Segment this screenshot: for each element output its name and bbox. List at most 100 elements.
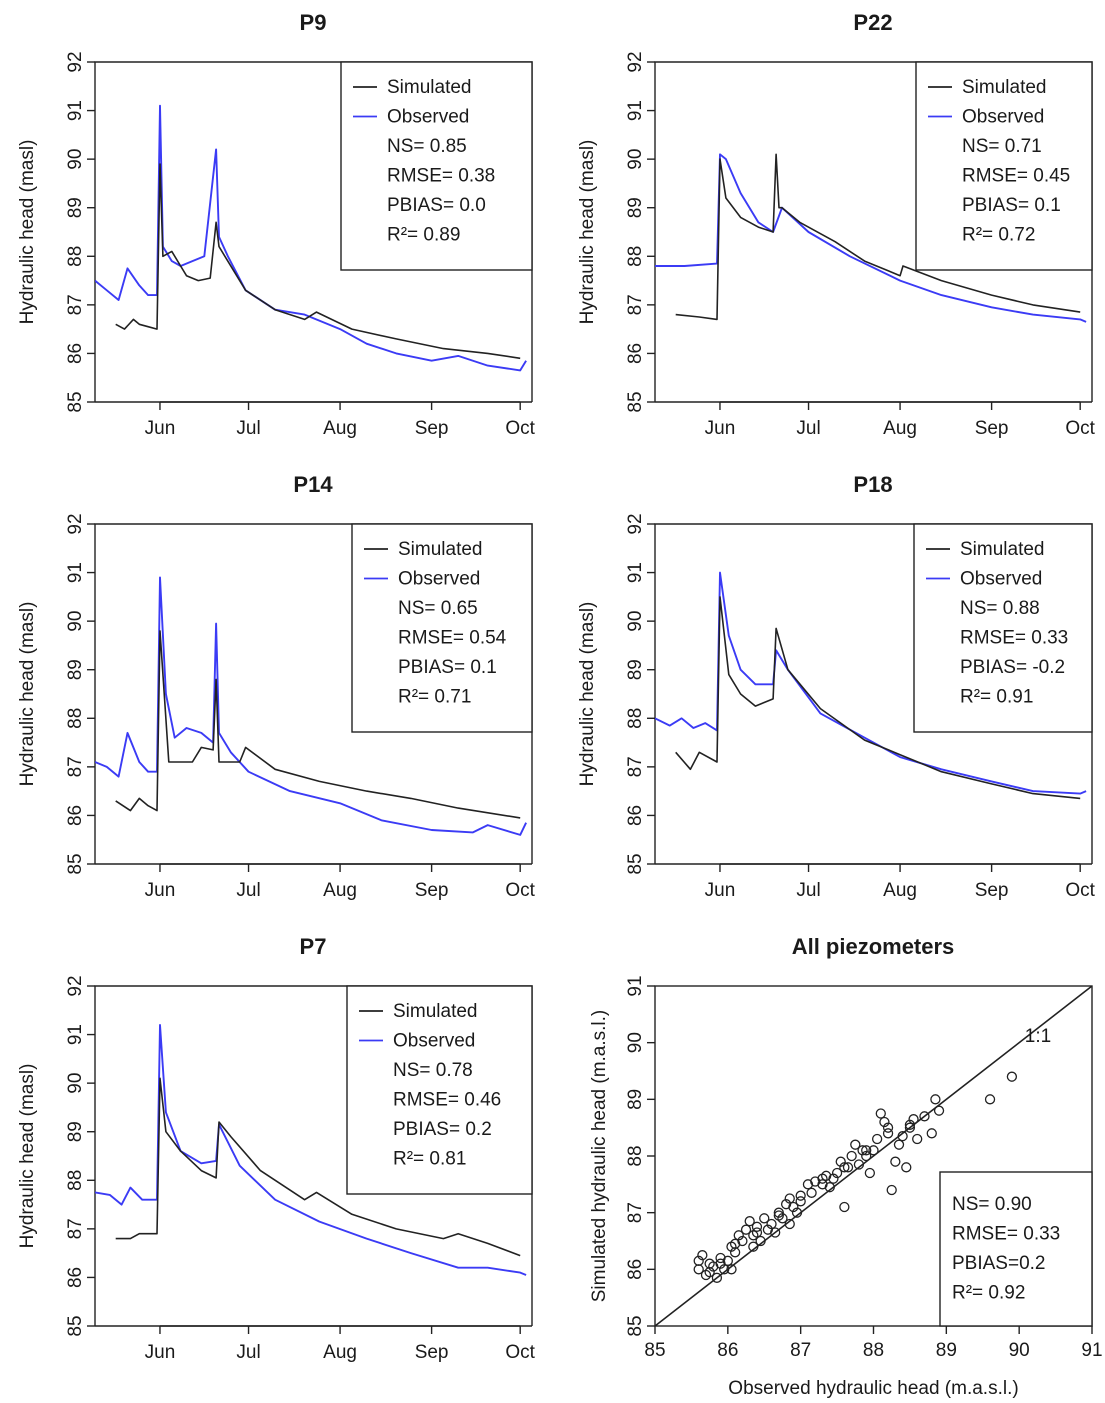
x-tick-label: Oct [505,1342,535,1363]
scatter-point [835,1156,846,1167]
scatter-point [715,1258,726,1269]
stat-line: NS= 0.85 [387,136,467,157]
scatter-point [919,1111,930,1122]
scatter-point [842,1162,854,1173]
scatter-point [759,1213,770,1224]
y-tick-label: 87 [65,756,86,777]
legend-simulated-label: Simulated [393,1001,478,1022]
stat-line: PBIAS=0.2 [952,1253,1045,1274]
scatter-point [868,1145,879,1156]
scatter-point [784,1193,795,1204]
scatter-point [719,1264,730,1275]
chart-title: All piezometers [792,934,955,959]
y-tick-label: 90 [625,1032,646,1053]
scatter-point [904,1119,916,1130]
x-tick-label: Jun [705,880,736,901]
y-tick-label: 88 [625,246,646,267]
scatter-point [882,1128,894,1139]
x-tick-label: 90 [1009,1340,1030,1361]
y-axis-label: Hydraulic head (masl) [577,140,598,325]
scatter-point [893,1139,905,1150]
scatter-point [839,1201,850,1213]
x-tick-label: Jul [236,1342,260,1363]
scatter-point [755,1235,766,1247]
scatter-point [882,1122,894,1133]
x-tick-label: Aug [883,880,917,901]
scatter-point [1006,1071,1018,1082]
x-tick-label: Jul [796,880,820,901]
scatter-point [828,1173,839,1184]
scatter-point [788,1201,799,1213]
y-tick-label: 86 [65,1267,86,1288]
y-axis-label: Hydraulic head (masl) [17,602,38,787]
x-axis-label: Observed hydraulic head (m.a.s.l.) [728,1378,1018,1399]
y-tick-label: 92 [625,51,646,72]
stat-line: RMSE= 0.33 [960,628,1068,649]
y-tick-label: 85 [625,391,646,412]
y-tick-label: 85 [625,853,646,874]
x-tick-label: Jul [796,418,820,439]
scatter-point [861,1150,872,1162]
scatter-point [879,1116,890,1128]
y-tick-label: 89 [65,1121,86,1142]
scatter-point [770,1227,781,1238]
legend-simulated-label: Simulated [387,77,472,98]
scatter-point [697,1250,708,1261]
legend-box [913,523,1093,733]
stat-line: RMSE= 0.38 [387,166,495,187]
legend-observed-label: Observed [962,107,1044,128]
stat-line: PBIAS= -0.2 [960,657,1065,678]
scatter-point [762,1224,774,1235]
stats-box [939,1171,1093,1327]
scatter-point [729,1238,741,1249]
scatter-point [806,1187,817,1198]
scatter-point [744,1216,755,1227]
panel-p14: P14 85 86 87 88 89 90 91 92 Jun Jul Aug Sep Oct Hydrau… [17,472,536,901]
stat-line: NS= 0.78 [393,1060,473,1081]
y-tick-label: 90 [625,149,646,170]
scatter-point [984,1094,996,1105]
y-tick-label: 92 [65,51,86,72]
observed-series-line [95,1023,527,1276]
x-tick-label: Aug [323,1342,357,1363]
x-tick-label: Oct [1065,880,1095,901]
stat-line: PBIAS= 0.1 [398,657,497,678]
scatter-point [904,1122,916,1133]
x-tick-label: 87 [790,1340,811,1361]
data-layer [95,104,527,372]
y-tick-label: 92 [65,975,86,996]
legend-simulated-label: Simulated [960,539,1045,560]
scatter-point [846,1150,857,1162]
scatter-point [740,1224,752,1235]
scatter-point [726,1264,737,1275]
y-axis-label: Hydraulic head (masl) [17,140,38,325]
x-tick-label: Aug [323,880,357,901]
scatter-point [733,1230,744,1241]
x-tick-label: Jun [145,1342,176,1363]
x-tick-label: 86 [717,1340,738,1361]
scatter-point [824,1182,835,1193]
one-to-one-line [655,986,1092,1326]
scatter-point [795,1190,806,1201]
stat-line: R²= 0.81 [393,1149,466,1170]
x-tick-label: 91 [1081,1340,1102,1361]
y-tick-label: 91 [65,1024,86,1045]
data-layer [95,1023,527,1276]
y-tick-label: 91 [625,100,646,121]
stat-line: R²= 0.89 [387,225,460,246]
legend-simulated-label: Simulated [962,77,1047,98]
y-tick-label: 88 [625,708,646,729]
y-tick-label: 87 [65,294,86,315]
panel-p18: P18 85 86 87 88 89 90 91 92 Jun Jul Aug Sep Oct Hydrau… [577,472,1096,901]
scatter-point [766,1218,777,1230]
x-tick-label: Sep [415,418,449,439]
scatter-point [857,1145,868,1156]
y-tick-label: 86 [625,1259,646,1280]
chart-title: P9 [300,10,327,35]
simulated-series-line [115,1077,521,1257]
panel-p9: P9 85 86 87 88 89 90 91 92 Jun Jul Aug Sep Oct Hydraul… [17,10,536,439]
y-axis-label: Hydraulic head (masl) [17,1064,38,1249]
x-tick-label: 88 [863,1340,884,1361]
scatter-point [933,1105,945,1116]
